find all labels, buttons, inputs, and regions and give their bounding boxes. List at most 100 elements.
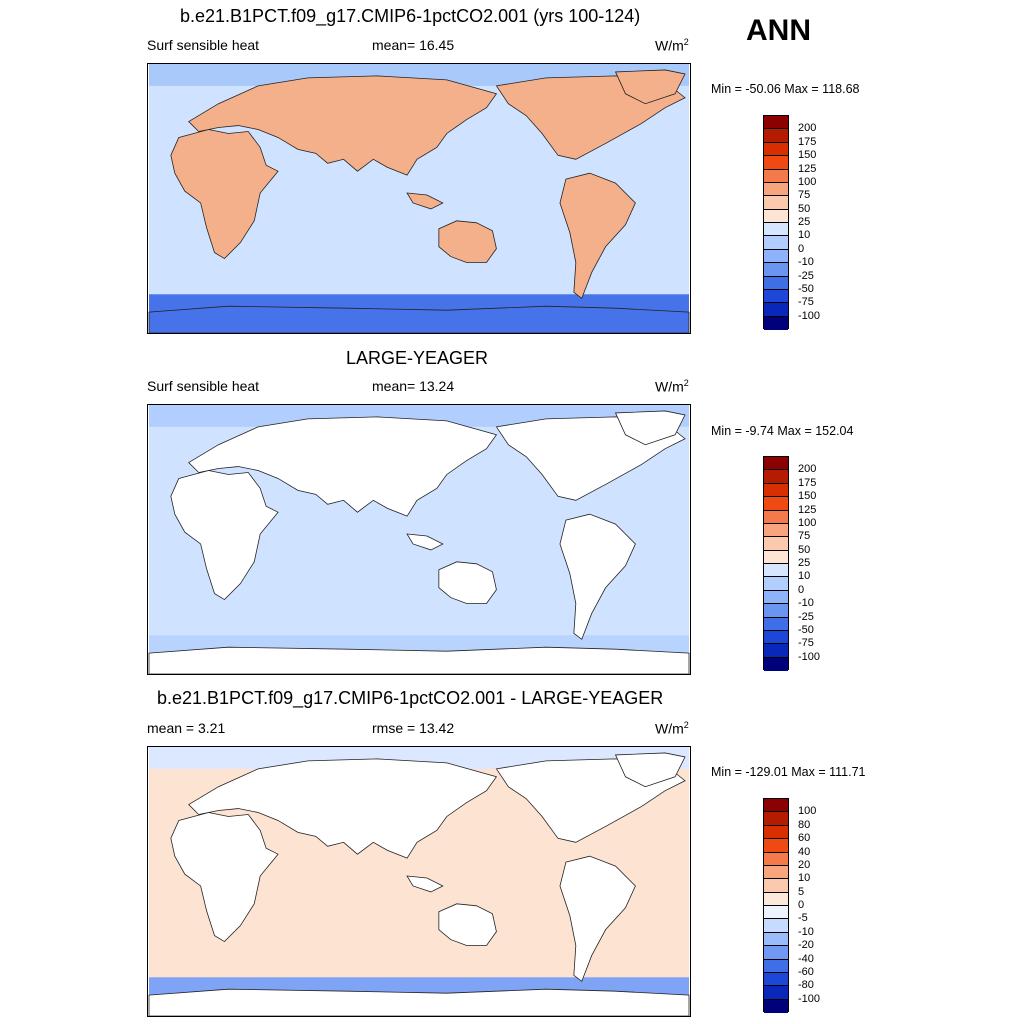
panel-1-units: W/m2: [655, 37, 689, 54]
colorbar-tick-label: 100: [798, 516, 817, 529]
panel-1-colorbar: [763, 115, 789, 330]
colorbar-tick-label: 60: [798, 832, 811, 845]
colorbar-swatch: [764, 999, 788, 1013]
panel-1-title: b.e21.B1PCT.f09_g17.CMIP6-1pctCO2.001 (y…: [180, 6, 641, 26]
colorbar-swatch: [764, 972, 788, 987]
colorbar-tick-label: -20: [798, 939, 814, 952]
continent-south-america: [559, 855, 636, 982]
panel-3-map: [147, 746, 691, 1017]
colorbar-swatch: [764, 249, 788, 264]
colorbar-tick-label: -25: [798, 610, 814, 623]
colorbar-tick-label: 150: [798, 490, 817, 503]
colorbar-swatch: [764, 604, 788, 618]
colorbar-swatch: [764, 959, 788, 973]
continent-africa: [170, 470, 279, 601]
colorbar-tick-label: -10: [798, 925, 814, 938]
colorbar-swatch: [764, 892, 788, 906]
colorbar-tick-label: 0: [798, 242, 805, 255]
colorbar-swatch: [764, 630, 788, 645]
colorbar-swatch: [764, 550, 788, 564]
colorbar-tick-label: 25: [798, 557, 811, 569]
continent-africa: [170, 812, 279, 943]
panel-2-title: LARGE-YEAGER: [346, 348, 489, 368]
panel-3-rmse-label: rmse = 13.42: [372, 720, 455, 736]
panel-3-units: W/m2: [655, 720, 689, 737]
colorbar-swatch: [764, 865, 788, 880]
colorbar-tick-label: -80: [798, 979, 814, 992]
continent-indonesia: [406, 875, 444, 893]
colorbar-tick-label: 125: [798, 162, 817, 175]
colorbar-swatch: [764, 209, 788, 223]
colorbar-tick-label: 150: [798, 149, 817, 162]
colorbar-swatch: [764, 116, 788, 130]
continent-indonesia: [406, 533, 444, 551]
colorbar-tick-label: 75: [798, 189, 811, 202]
map-canvas: [148, 64, 690, 333]
colorbar-swatch: [764, 852, 788, 866]
continent-antarctica: [148, 305, 690, 333]
colorbar-swatch: [764, 919, 788, 933]
colorbar-swatch: [764, 169, 788, 183]
colorbar-tick-label: -5: [798, 912, 808, 925]
colorbar-swatch: [764, 825, 788, 840]
colorbar-swatch: [764, 510, 788, 524]
colorbar-tick-label: 200: [798, 122, 817, 135]
continent-greenland: [614, 69, 686, 105]
colorbar-swatch: [764, 564, 788, 578]
colorbar-tick-label: -100: [798, 992, 821, 1005]
colorbar-swatch: [764, 316, 788, 330]
panel-1-map: [147, 63, 691, 334]
colorbar-tick-label: 40: [798, 845, 811, 858]
colorbar-swatch: [764, 839, 788, 853]
panel-3-minmax: Min = -129.01 Max = 111.71: [711, 765, 866, 779]
colorbar-tick-label: -50: [798, 282, 814, 295]
continent-indonesia: [406, 192, 444, 210]
continent-africa: [170, 129, 279, 260]
colorbar-tick-label: -10: [798, 256, 814, 269]
colorbar-tick-label: -60: [798, 965, 814, 978]
colorbar-tick-label: 10: [798, 570, 811, 583]
colorbar-tick-label: -25: [798, 269, 814, 282]
continent-antarctica: [148, 646, 690, 674]
colorbar-tick-label: 5: [798, 885, 805, 898]
colorbar-swatch: [764, 617, 788, 631]
colorbar-swatch: [764, 906, 788, 920]
colorbar-swatch: [764, 457, 788, 471]
colorbar-swatch: [764, 946, 788, 960]
colorbar-swatch: [764, 590, 788, 605]
map-canvas: [148, 405, 690, 674]
colorbar-tick-label: 125: [798, 503, 817, 516]
colorbar-swatch: [764, 263, 788, 277]
colorbar-swatch: [764, 657, 788, 671]
colorbar-swatch: [764, 470, 788, 484]
colorbar-swatch: [764, 236, 788, 250]
panel-2-variable-label: Surf sensible heat: [147, 378, 260, 394]
continent-eurasia: [188, 758, 498, 859]
panel-2-units: W/m2: [655, 378, 689, 395]
continent-antarctica: [148, 988, 690, 1016]
colorbar-swatch: [764, 986, 788, 1000]
colorbar-swatch: [764, 879, 788, 893]
colorbar-swatch: [764, 497, 788, 511]
colorbar-swatch: [764, 303, 788, 317]
colorbar-tick-label: 80: [798, 818, 811, 831]
colorbar-tick-label: -10: [798, 597, 814, 610]
continent-australia: [438, 903, 497, 946]
colorbar-tick-label: 175: [798, 476, 817, 489]
colorbar-tick-label: -100: [798, 650, 821, 663]
panel-1-mean-label: mean= 16.45: [372, 37, 455, 53]
colorbar-tick-label: 200: [798, 463, 817, 476]
panel-1-variable-label: Surf sensible heat: [147, 37, 260, 53]
colorbar-swatch: [764, 182, 788, 197]
colorbar-tick-label: 75: [798, 530, 811, 543]
colorbar-tick-label: -75: [798, 637, 814, 650]
map-canvas: [148, 747, 690, 1016]
colorbar-swatch: [764, 142, 788, 157]
colorbar-swatch: [764, 932, 788, 947]
colorbar-swatch: [764, 276, 788, 290]
colorbar-swatch: [764, 196, 788, 210]
colorbar-tick-label: 25: [798, 216, 811, 228]
colorbar-swatch: [764, 129, 788, 143]
panel-3-colorbar: [763, 798, 789, 1013]
colorbar-swatch: [764, 223, 788, 237]
